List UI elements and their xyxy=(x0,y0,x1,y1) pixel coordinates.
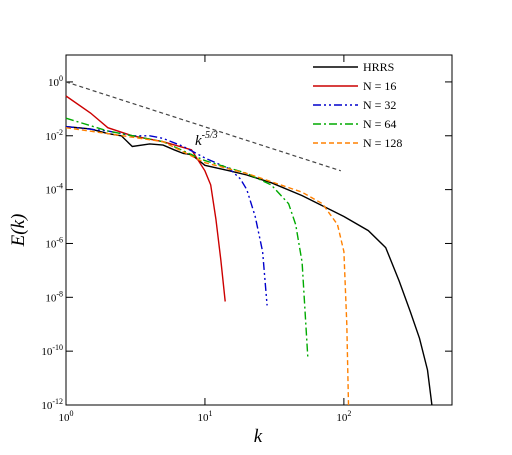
y-tick-label: 10-8 xyxy=(45,289,63,304)
y-tick-label-base: 10 xyxy=(45,185,57,197)
y-tick-label: 10-2 xyxy=(45,128,63,143)
y-tick-label: 10-6 xyxy=(45,235,63,250)
y-tick-label-base: 10 xyxy=(45,131,57,143)
series-line xyxy=(65,95,226,302)
plot-frame xyxy=(65,54,453,406)
y-tick-label-exponent: -6 xyxy=(56,235,63,244)
y-tick-label: 100 xyxy=(48,74,63,89)
legend-label: N = 32 xyxy=(363,98,396,112)
y-tick-label-base: 10 xyxy=(41,346,53,358)
y-tick-label-exponent: -8 xyxy=(56,289,63,298)
y-tick-label-exponent: -10 xyxy=(52,343,63,352)
series-line xyxy=(65,127,350,406)
y-tick-label-base: 10 xyxy=(41,400,53,412)
reference-line xyxy=(65,81,341,172)
x-axis-label: k xyxy=(254,426,263,447)
x-tick-label-base: 10 xyxy=(59,412,71,424)
x-tick-label-exponent: 0 xyxy=(70,409,74,418)
x-tick-label-exponent: 1 xyxy=(208,409,212,418)
y-tick-label: 10-10 xyxy=(41,343,63,358)
legend-label: N = 128 xyxy=(363,136,402,150)
y-tick-label-exponent: -2 xyxy=(56,128,63,137)
series-line xyxy=(65,117,309,358)
x-tick-label-exponent: 2 xyxy=(347,409,351,418)
y-tick-label: 10-12 xyxy=(41,397,63,412)
y-tick-label-base: 10 xyxy=(45,238,57,250)
y-tick-label-base: 10 xyxy=(45,292,57,304)
reference-label: k-5/3 xyxy=(195,130,218,149)
y-tick-label-exponent: -4 xyxy=(56,182,63,191)
y-tick-label-exponent: -12 xyxy=(52,397,63,406)
y-tick-label: 10-4 xyxy=(45,182,63,197)
reference-label-exponent: -5/3 xyxy=(202,130,218,141)
y-axis-label: E(k) xyxy=(8,214,29,248)
x-tick-label-base: 10 xyxy=(336,412,348,424)
x-tick-label: 100 xyxy=(59,409,74,424)
x-tick-label-base: 10 xyxy=(197,412,209,424)
y-tick-label-exponent: 0 xyxy=(59,74,63,83)
legend-label: N = 64 xyxy=(363,117,396,131)
series-line xyxy=(65,125,433,406)
x-tick-label: 101 xyxy=(197,409,212,424)
y-tick-label-base: 10 xyxy=(48,77,60,89)
reference-label-base: k xyxy=(195,133,202,149)
legend-label: N = 16 xyxy=(363,79,396,93)
x-tick-label: 102 xyxy=(336,409,351,424)
legend-label: HRRS xyxy=(363,60,394,74)
series-line xyxy=(65,125,268,306)
